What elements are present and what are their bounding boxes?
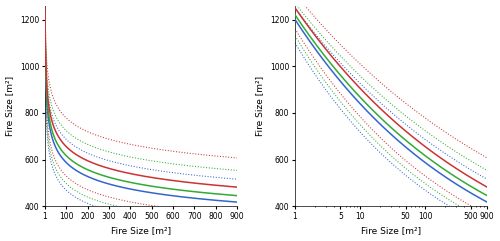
- Y-axis label: Fire Size [m²]: Fire Size [m²]: [256, 76, 264, 136]
- Y-axis label: Fire Size [m²]: Fire Size [m²]: [6, 76, 15, 136]
- X-axis label: Fire Size [m²]: Fire Size [m²]: [361, 227, 421, 235]
- X-axis label: Fire Size [m²]: Fire Size [m²]: [111, 227, 171, 235]
